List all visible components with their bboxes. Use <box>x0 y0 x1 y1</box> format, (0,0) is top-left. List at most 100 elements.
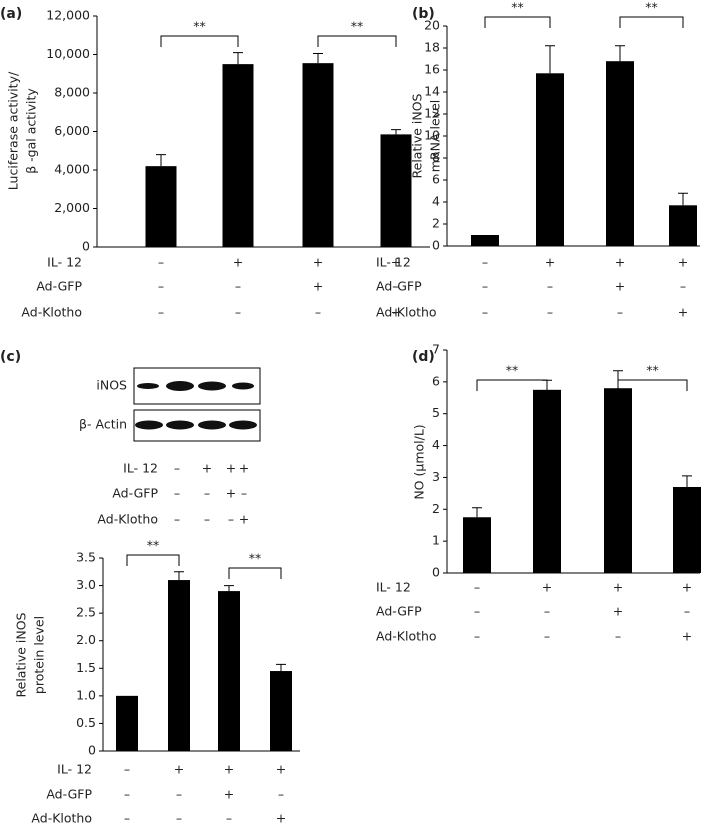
bar <box>673 486 701 573</box>
y-tick-label: 2.0 <box>76 632 96 647</box>
condition-sign: – <box>235 279 241 294</box>
significance-bracket <box>619 16 684 28</box>
blot-frame <box>133 367 261 405</box>
blot-frame <box>133 409 261 442</box>
y-tick-label: 0.5 <box>76 715 96 730</box>
blot-band <box>232 382 254 390</box>
significance-bracket <box>476 379 548 391</box>
significance-bracket <box>317 35 397 47</box>
condition-sign: + <box>391 305 401 320</box>
significance-label: ** <box>193 19 206 34</box>
condition-label: Ad-Klotho <box>376 305 437 320</box>
condition-sign: – <box>158 279 164 294</box>
blot-row-label: β- Actin <box>79 417 127 432</box>
y-axis-label: Relative iNOS <box>14 612 29 697</box>
condition-label: Ad-GFP <box>376 604 422 619</box>
significance-label: ** <box>351 19 364 34</box>
y-tick-label: 2 <box>432 501 440 516</box>
bar <box>116 695 138 751</box>
condition-sign: – <box>393 279 399 294</box>
significance-bracket <box>484 16 551 28</box>
blot-band <box>166 381 194 391</box>
condition-sign: + <box>276 811 286 826</box>
condition-sign: + <box>542 580 552 595</box>
condition-sign: – <box>482 279 488 294</box>
condition-sign: + <box>276 762 286 777</box>
y-tick-label: 6 <box>432 172 440 187</box>
error-bar <box>678 192 688 206</box>
condition-sign: + <box>239 512 249 527</box>
western-blot <box>133 367 261 442</box>
condition-sign: – <box>474 580 480 595</box>
y-tick-label: 6,000 <box>54 123 90 138</box>
condition-sign: + <box>682 629 692 644</box>
condition-sign: – <box>680 279 686 294</box>
bar <box>604 388 632 573</box>
condition-sign: – <box>235 305 241 320</box>
y-tick-label: 4 <box>432 437 440 452</box>
y-axis-label: Luciferase activity/ <box>6 71 21 190</box>
y-tick-label: 12,000 <box>46 8 90 23</box>
blot-band <box>198 381 226 391</box>
condition-sign: + <box>613 580 623 595</box>
significance-label: ** <box>511 0 524 15</box>
significance-label: ** <box>646 363 659 378</box>
y-tick-label: 1.5 <box>76 660 96 675</box>
bar <box>302 63 334 247</box>
y-axis-label: Relative iNOS <box>410 93 425 178</box>
condition-sign: + <box>545 255 555 270</box>
significance-bracket <box>126 554 180 566</box>
blot-band <box>229 420 257 430</box>
blot-band <box>198 420 226 430</box>
condition-label: Ad-Klotho <box>376 629 437 644</box>
panel-label: (a) <box>0 6 22 22</box>
condition-sign: – <box>482 305 488 320</box>
bar <box>463 517 491 573</box>
condition-sign: + <box>678 255 688 270</box>
blot-band <box>166 420 194 430</box>
y-tick-label: 0 <box>88 743 96 758</box>
bar <box>536 73 564 246</box>
y-tick-label: 14 <box>424 84 440 99</box>
panel-label: (c) <box>0 349 21 365</box>
y-tick-label: 8,000 <box>54 85 90 100</box>
condition-sign: + <box>313 255 323 270</box>
condition-sign: – <box>124 787 130 802</box>
condition-sign: – <box>241 486 247 501</box>
y-tick-label: 8 <box>432 150 440 165</box>
condition-sign: – <box>482 255 488 270</box>
y-tick-label: 6 <box>432 373 440 388</box>
bar <box>669 205 697 246</box>
blot-band <box>137 383 159 389</box>
condition-sign: – <box>315 305 321 320</box>
condition-sign: – <box>204 512 210 527</box>
condition-sign: + <box>313 279 323 294</box>
condition-label: Ad-GFP <box>46 787 92 802</box>
condition-sign: – <box>226 811 232 826</box>
y-axis-label: mRNA level <box>428 100 443 172</box>
significance-label: ** <box>147 538 160 553</box>
blot-row-label: iNOS <box>96 378 127 393</box>
y-tick-label: 0 <box>432 238 440 253</box>
bar <box>218 591 240 751</box>
bar <box>145 166 177 247</box>
condition-label: Ad-GFP <box>36 279 82 294</box>
bar <box>168 580 190 751</box>
condition-sign: + <box>682 580 692 595</box>
error-bar <box>276 663 286 672</box>
condition-sign: – <box>176 811 182 826</box>
y-tick-label: 20 <box>424 18 440 33</box>
condition-sign: + <box>391 255 401 270</box>
condition-sign: + <box>615 279 625 294</box>
condition-sign: – <box>474 629 480 644</box>
condition-sign: – <box>617 305 623 320</box>
condition-label: Ad-Klotho <box>31 811 92 826</box>
error-bar <box>156 154 166 167</box>
y-tick-label: 2,000 <box>54 200 90 215</box>
y-tick-label: 10,000 <box>46 46 90 61</box>
condition-sign: – <box>124 811 130 826</box>
condition-sign: + <box>233 255 243 270</box>
condition-sign: – <box>684 604 690 619</box>
